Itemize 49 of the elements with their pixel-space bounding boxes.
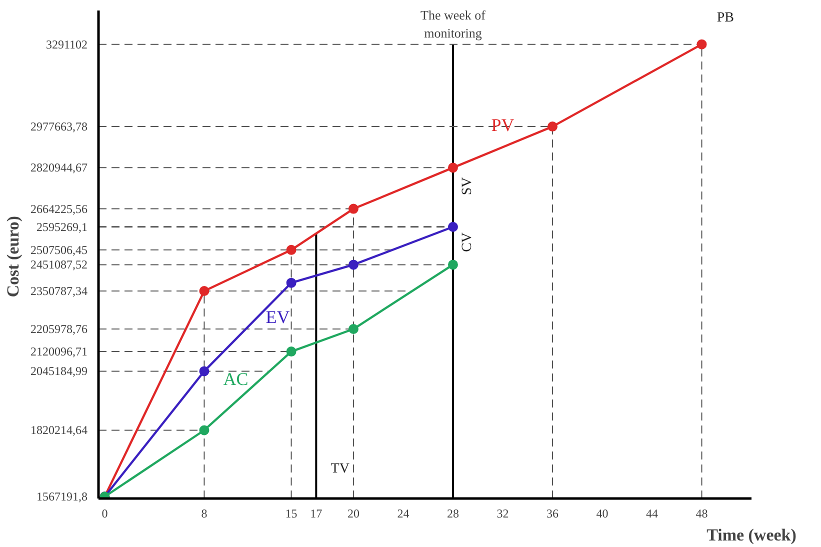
point bbox=[547, 122, 558, 132]
point bbox=[348, 204, 358, 214]
y-tick-label: 2205978,76 bbox=[30, 322, 88, 336]
y-tick-label: 2451087,52 bbox=[30, 258, 88, 272]
y-tick-label: 3291102 bbox=[46, 37, 88, 52]
x-tick-label: 24 bbox=[397, 506, 410, 520]
y-tick-label: 2595269,1 bbox=[36, 220, 88, 234]
annotation: TV bbox=[330, 462, 350, 477]
y-tick-label: 2120096,71 bbox=[30, 344, 88, 359]
x-tick-label: 40 bbox=[596, 506, 608, 520]
point bbox=[286, 278, 296, 288]
point bbox=[348, 260, 358, 270]
series-label: AC bbox=[223, 368, 248, 389]
annotation: CV bbox=[460, 232, 475, 252]
x-tick-label: 28 bbox=[446, 506, 459, 520]
point bbox=[448, 162, 458, 173]
y-tick-label: 1567191,8 bbox=[36, 490, 88, 504]
series-label: PV bbox=[491, 115, 514, 136]
y-tick-label: 2507506,45 bbox=[30, 242, 88, 257]
y-tick-label: 2350787,34 bbox=[30, 284, 88, 298]
point bbox=[286, 244, 296, 255]
point bbox=[348, 324, 358, 334]
x-tick-label: 48 bbox=[696, 506, 708, 520]
x-axis-title: Time (week) bbox=[706, 526, 796, 544]
x-tick-label: 36 bbox=[546, 506, 558, 520]
point bbox=[199, 366, 210, 376]
y-tick-label: 2977663,78 bbox=[30, 120, 88, 134]
point bbox=[448, 260, 458, 270]
point bbox=[199, 425, 210, 436]
series-label: EV bbox=[266, 307, 290, 328]
x-tick-label: 8 bbox=[201, 506, 208, 520]
annotation: PB bbox=[716, 10, 734, 26]
y-tick-label: 2820944,67 bbox=[30, 160, 88, 175]
x-tick-label: 17 bbox=[310, 506, 322, 520]
x-tick-label: 32 bbox=[496, 506, 509, 520]
point bbox=[448, 222, 458, 232]
annotation: SV bbox=[460, 177, 475, 196]
y-tick-label: 1820214,64 bbox=[30, 423, 88, 438]
x-tick-label: 0 bbox=[102, 506, 108, 520]
y-tick-label: 2664225,56 bbox=[30, 202, 88, 216]
x-tick-label: 20 bbox=[347, 506, 360, 520]
x-tick-label: 15 bbox=[285, 506, 298, 520]
y-axis-title: Cost (euro) bbox=[4, 216, 22, 298]
point bbox=[286, 346, 296, 357]
point bbox=[696, 39, 707, 50]
y-tick-label: 2045184,99 bbox=[30, 364, 88, 378]
ref-line-label: The week of monitoring bbox=[420, 7, 486, 40]
x-tick-label: 44 bbox=[646, 506, 658, 520]
point bbox=[199, 286, 210, 296]
